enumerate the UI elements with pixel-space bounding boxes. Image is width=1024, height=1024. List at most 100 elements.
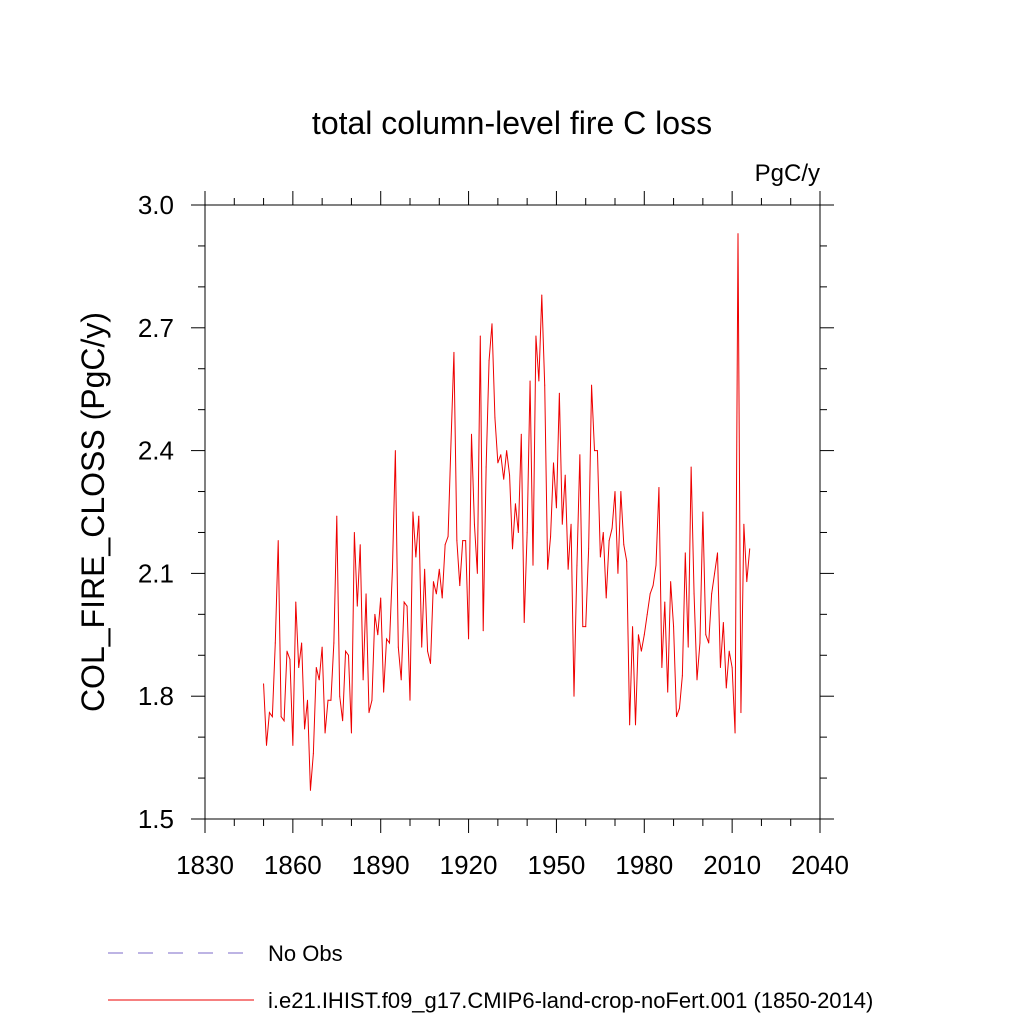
data-point [324, 732, 326, 734]
data-point [471, 433, 472, 435]
data-point [441, 597, 443, 599]
data-point [734, 732, 736, 734]
data-point [640, 650, 642, 652]
data-point [719, 667, 721, 669]
data-point [444, 544, 446, 546]
data-point [330, 699, 332, 701]
data-point [292, 744, 294, 746]
data-point [482, 630, 484, 632]
data-point [459, 585, 461, 587]
data-point [731, 667, 733, 669]
series-line [263, 233, 751, 791]
data-point [602, 531, 604, 533]
data-point [266, 744, 267, 746]
data-point [339, 695, 341, 697]
data-point [374, 613, 376, 615]
data-point [453, 351, 455, 353]
data-point [406, 605, 408, 607]
data-point [664, 601, 666, 603]
data-point [309, 789, 311, 791]
data-point [418, 515, 420, 517]
data-point [714, 572, 716, 574]
data-point [594, 450, 595, 452]
data-point [315, 667, 317, 669]
data-point [386, 638, 388, 640]
data-point [512, 548, 513, 550]
data-point [649, 593, 651, 595]
data-point [389, 642, 390, 644]
data-point [737, 233, 739, 235]
data-point [356, 605, 358, 607]
data-point [333, 642, 335, 644]
data-point [491, 323, 493, 325]
data-point [435, 593, 437, 595]
data-point [353, 531, 355, 533]
data-point [596, 450, 598, 452]
y-tick-label: 2.7 [138, 313, 174, 343]
data-point [658, 486, 660, 488]
data-point [479, 335, 481, 337]
data-point [371, 699, 373, 701]
legend-label-model-run: i.e21.IHIST.f09_g17.CMIP6-land-crop-noFe… [268, 988, 873, 1013]
data-point [283, 720, 285, 722]
data-point [676, 716, 677, 718]
data-point [438, 568, 440, 570]
data-point [412, 511, 414, 513]
data-point [415, 556, 417, 558]
chart-title: total column-level fire C loss [312, 105, 712, 141]
x-tick-label: 1830 [176, 850, 234, 880]
x-tick-label: 1950 [528, 850, 586, 880]
data-point [623, 544, 625, 546]
data-point [555, 507, 557, 509]
data-point [304, 728, 306, 730]
data-point [298, 667, 300, 669]
y-tick-label: 2.1 [138, 558, 174, 588]
legend-label-no-obs: No Obs [268, 941, 343, 966]
data-point [348, 654, 349, 656]
data-point [430, 662, 431, 664]
data-point [635, 724, 636, 726]
data-point [526, 531, 528, 533]
data-point [667, 691, 669, 693]
data-point [450, 441, 452, 443]
data-point [746, 581, 748, 583]
data-point [529, 380, 531, 382]
data-point [368, 712, 370, 714]
data-point [611, 527, 613, 529]
data-point [632, 626, 634, 628]
data-point [514, 503, 516, 505]
x-tick-label: 1890 [352, 850, 410, 880]
data-point [652, 585, 654, 587]
data-point [383, 691, 385, 693]
data-point [585, 626, 587, 628]
data-point [681, 675, 683, 677]
axis-ticks [191, 191, 834, 833]
data-point [494, 417, 496, 419]
data-point [643, 634, 645, 636]
data-point [362, 679, 364, 681]
data-point [646, 613, 648, 615]
data-point [670, 581, 672, 583]
data-point [620, 491, 622, 493]
data-point [547, 568, 549, 570]
data-point [380, 597, 382, 599]
data-point [271, 716, 273, 718]
data-point [711, 593, 713, 595]
y-tick-label: 1.5 [138, 804, 174, 834]
data-point [708, 642, 710, 644]
data-point [268, 712, 270, 714]
y-axis-label: COL_FIRE_CLOSS (PgC/y) [75, 312, 111, 712]
data-point [476, 572, 478, 574]
data-point [561, 523, 563, 525]
data-point [579, 454, 581, 456]
data-point [377, 634, 379, 636]
data-point [517, 531, 519, 533]
data-point [588, 548, 590, 550]
data-point [576, 564, 578, 566]
data-point [424, 568, 426, 570]
units-label: PgC/y [755, 160, 820, 187]
data-point [705, 634, 707, 636]
data-point [591, 384, 593, 386]
data-point [447, 536, 449, 538]
